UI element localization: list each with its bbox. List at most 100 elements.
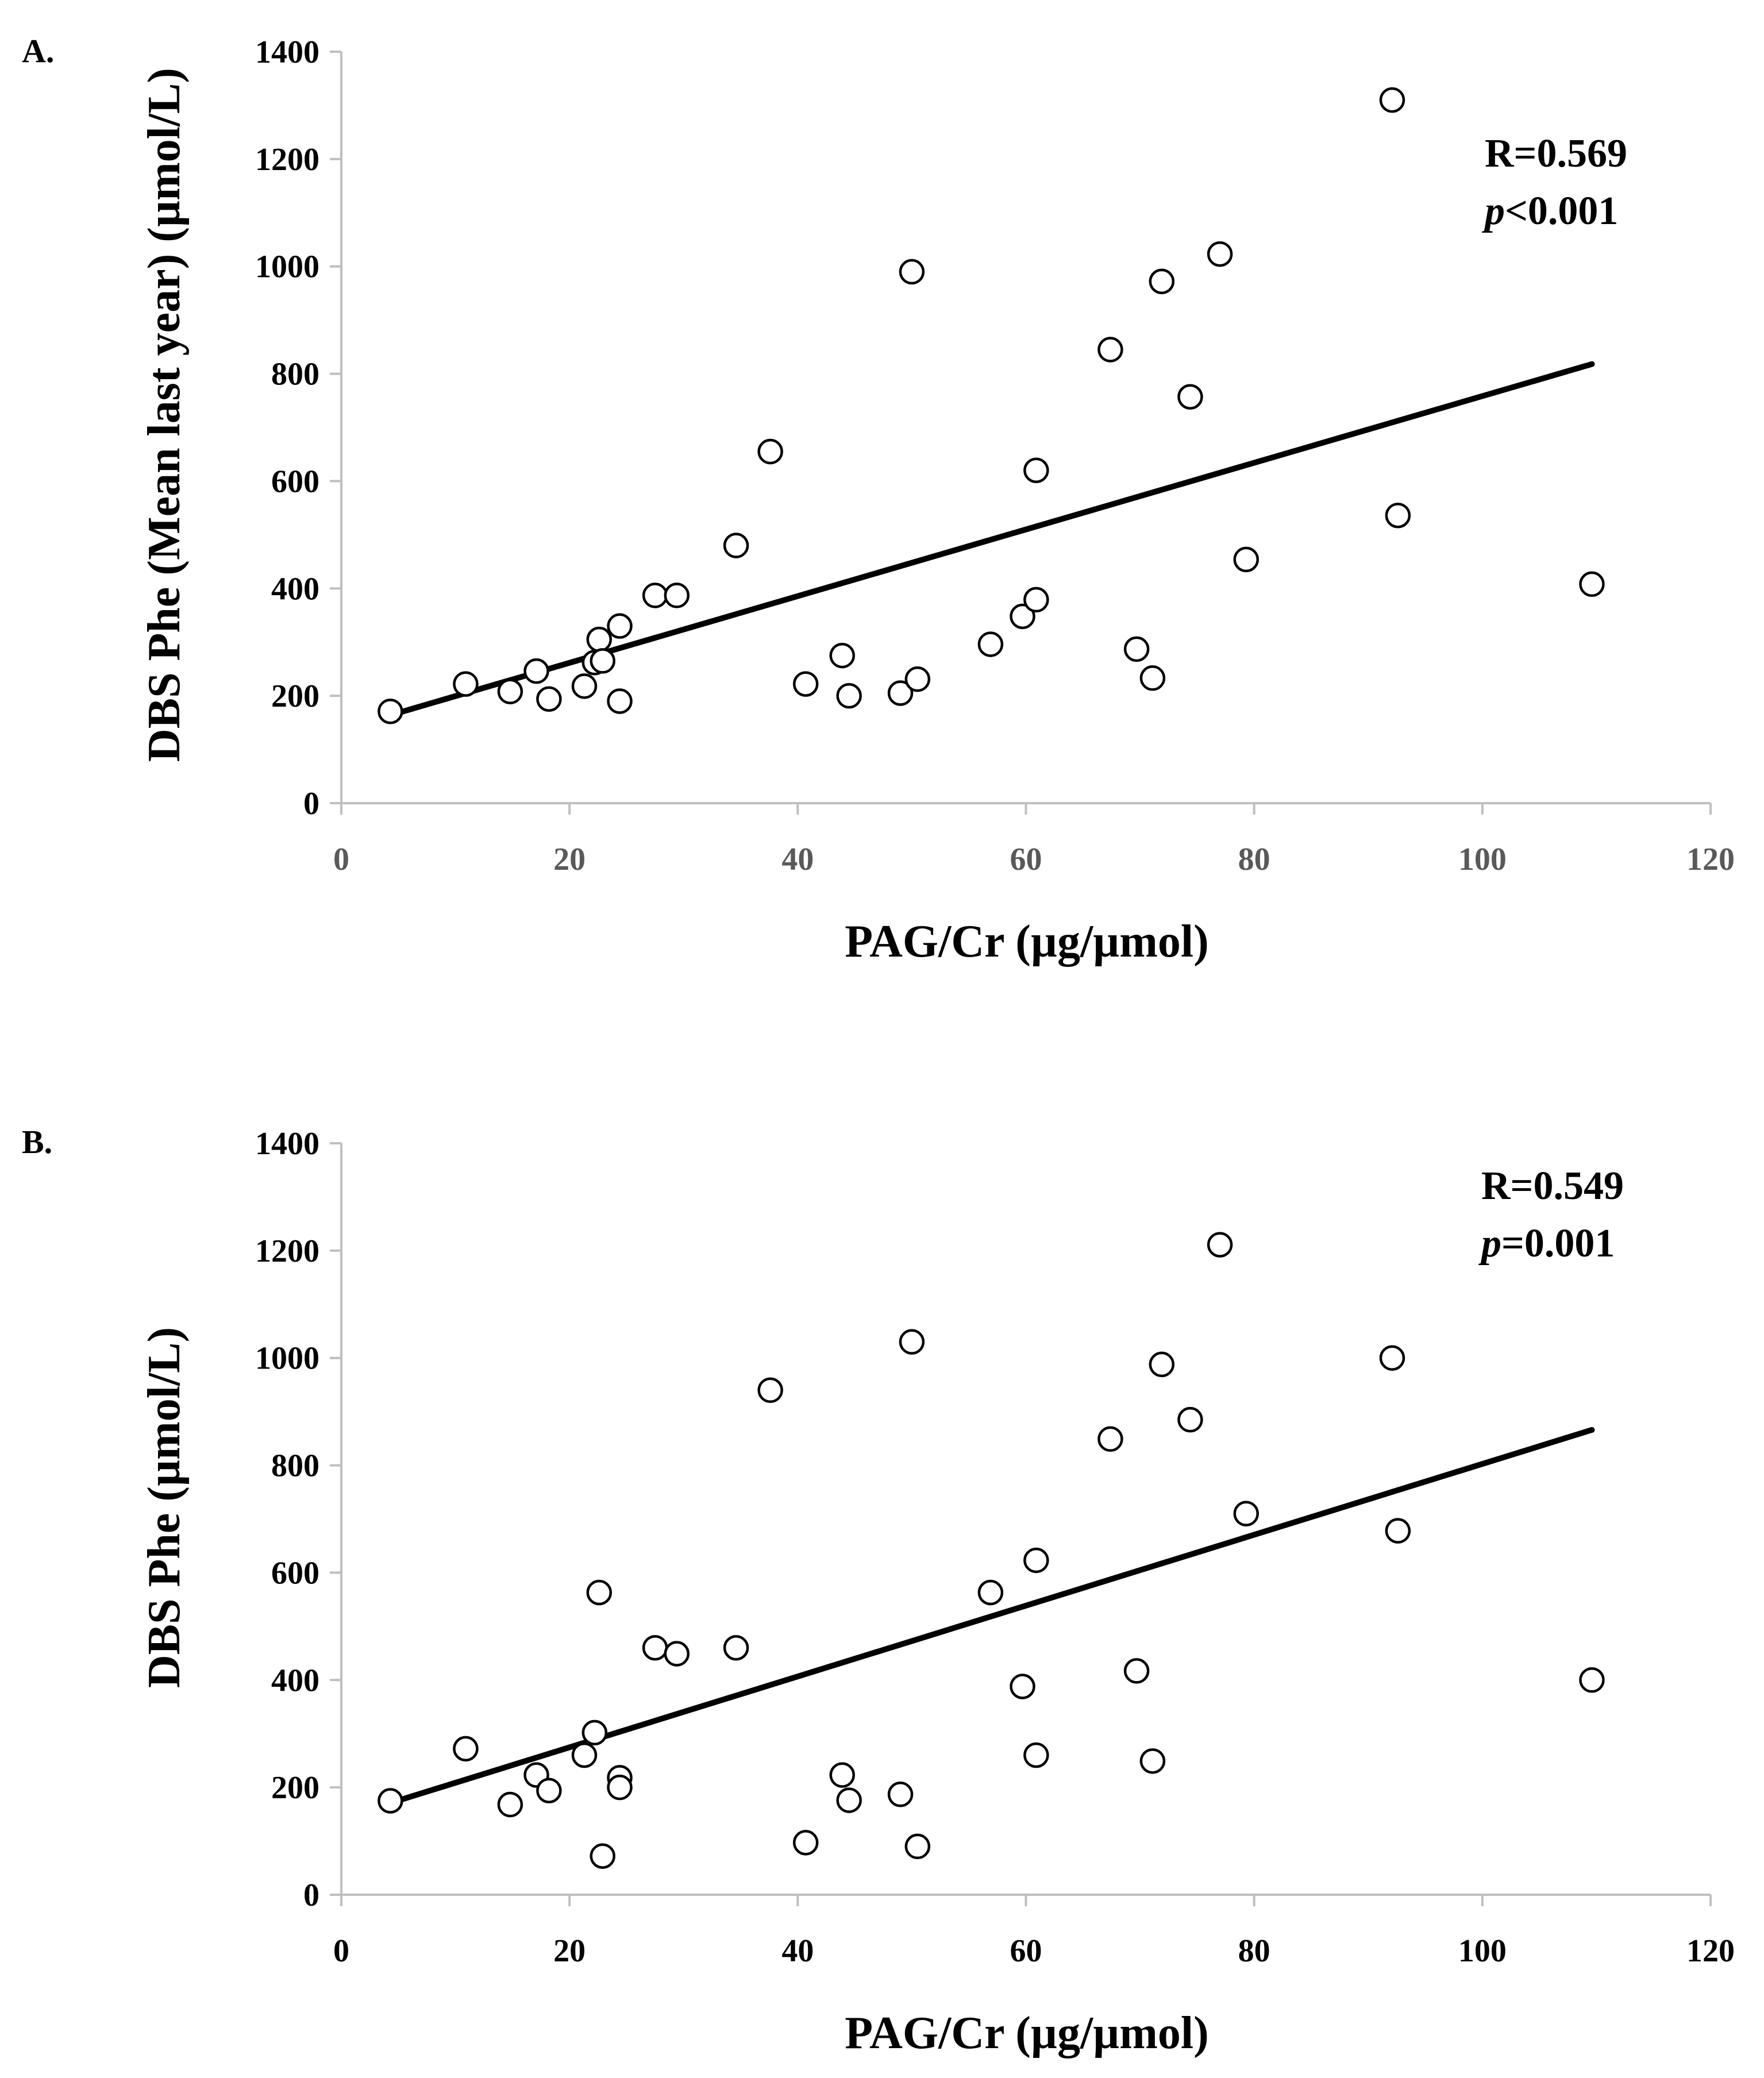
data-point xyxy=(590,648,616,674)
correlation-p: p<0.001 xyxy=(1482,189,1618,233)
data-point xyxy=(829,1762,856,1788)
data-point xyxy=(664,583,690,608)
data-point xyxy=(899,1329,925,1355)
data-point xyxy=(836,1787,862,1813)
axes: 0 200 400 600 800 1000 1200 1400 0 20 40 60 80 100 120 xyxy=(255,1126,1735,1969)
data-point xyxy=(1379,1345,1405,1371)
data-point xyxy=(757,438,783,465)
y-tick-label: 600 xyxy=(271,1555,319,1591)
x-tick-label: 60 xyxy=(1010,842,1042,877)
y-tick-label: 1400 xyxy=(255,34,319,70)
data-point xyxy=(1097,1426,1123,1452)
y-tick-label: 800 xyxy=(271,1448,319,1484)
data-point xyxy=(1579,1667,1605,1693)
data-point xyxy=(1233,546,1260,573)
panel-label: B. xyxy=(22,1123,52,1161)
data-point xyxy=(586,1579,613,1606)
y-tick-label: 600 xyxy=(271,464,319,499)
data-point xyxy=(757,1377,783,1404)
data-marks xyxy=(378,1232,1605,1869)
data-point xyxy=(1023,1547,1049,1574)
y-tick-label: 0 xyxy=(303,1877,319,1913)
x-tick-label: 20 xyxy=(553,1933,586,1969)
p-value: =0.001 xyxy=(1501,1221,1615,1266)
data-point xyxy=(1207,241,1233,267)
data-point xyxy=(1010,603,1035,630)
p-letter: p xyxy=(1482,189,1505,233)
y-tick-label: 400 xyxy=(271,571,319,607)
data-point xyxy=(571,1742,598,1768)
data-point xyxy=(607,1774,633,1801)
y-tick-label: 1200 xyxy=(255,142,319,178)
data-point xyxy=(581,1720,608,1746)
data-point xyxy=(536,686,562,712)
data-point xyxy=(1385,1518,1411,1544)
data-point xyxy=(1233,1501,1260,1526)
data-point xyxy=(1177,384,1203,410)
data-point xyxy=(723,533,749,558)
data-point xyxy=(904,1833,931,1860)
data-point xyxy=(607,688,633,714)
data-point xyxy=(1023,457,1049,483)
y-tick-label: 200 xyxy=(271,1770,319,1806)
x-tick-label: 100 xyxy=(1458,1933,1507,1969)
data-point xyxy=(1149,268,1175,295)
data-point xyxy=(536,1778,562,1803)
correlation-r: R=0.569 xyxy=(1485,132,1627,176)
y-tick-label: 400 xyxy=(271,1663,319,1698)
data-point xyxy=(571,673,598,699)
data-point xyxy=(1385,502,1411,529)
correlation-p: p=0.001 xyxy=(1478,1221,1615,1266)
data-point xyxy=(642,583,668,608)
data-point xyxy=(977,1579,1004,1606)
data-point xyxy=(642,1634,668,1661)
data-point xyxy=(1097,337,1123,363)
p-letter: p xyxy=(1478,1221,1501,1266)
data-point xyxy=(590,1843,616,1869)
y-axis-title: DBS Phe (µmol/L) xyxy=(139,1327,190,1688)
x-tick-label: 0 xyxy=(333,842,349,877)
trendline xyxy=(387,361,1595,718)
data-point xyxy=(378,698,403,724)
data-point xyxy=(792,671,819,697)
y-tick-label: 800 xyxy=(271,357,319,392)
data-point xyxy=(829,642,856,669)
data-point xyxy=(1207,1232,1233,1258)
data-marks xyxy=(378,87,1605,724)
y-tick-label: 1400 xyxy=(255,1126,319,1162)
x-tick-label: 80 xyxy=(1238,1933,1270,1969)
data-point xyxy=(523,658,549,684)
x-tick-label: 60 xyxy=(1010,1933,1042,1969)
data-point xyxy=(1579,571,1605,597)
data-point xyxy=(1379,87,1405,113)
x-tick-label: 20 xyxy=(553,842,586,877)
y-tick-label: 200 xyxy=(271,678,319,714)
y-tick-label: 1200 xyxy=(255,1233,319,1269)
data-point xyxy=(836,683,862,709)
data-point xyxy=(1149,1351,1175,1378)
x-tick-label: 120 xyxy=(1686,842,1735,877)
x-tick-label: 40 xyxy=(781,1933,814,1969)
data-point xyxy=(1177,1406,1203,1433)
data-point xyxy=(1023,587,1049,613)
data-point xyxy=(586,626,613,653)
correlation-r: R=0.549 xyxy=(1481,1164,1624,1208)
data-point xyxy=(723,1634,749,1661)
y-tick-label: 1000 xyxy=(255,1341,319,1377)
data-point xyxy=(904,666,931,692)
x-axis-title: PAG/Cr (µg/µmol) xyxy=(845,2008,1209,2058)
data-point xyxy=(977,631,1004,657)
data-point xyxy=(1139,1748,1166,1774)
panel-b: B. DBS Phe (µmol/L) PAG/Cr (µg/µmol) R=0… xyxy=(22,1123,1735,2058)
x-tick-label: 80 xyxy=(1238,842,1270,877)
data-point xyxy=(1139,665,1166,691)
data-point xyxy=(1123,636,1150,662)
data-point xyxy=(607,613,633,639)
data-point xyxy=(792,1830,819,1856)
trendline xyxy=(387,1427,1595,1806)
x-tick-label: 120 xyxy=(1686,1933,1735,1969)
panel-a: A. DBS Phe (Mean last year) (µmol/L) PAG… xyxy=(22,32,1735,967)
x-tick-label: 40 xyxy=(781,842,814,877)
data-point xyxy=(887,680,914,706)
x-axis-title: PAG/Cr (µg/µmol) xyxy=(845,916,1209,967)
